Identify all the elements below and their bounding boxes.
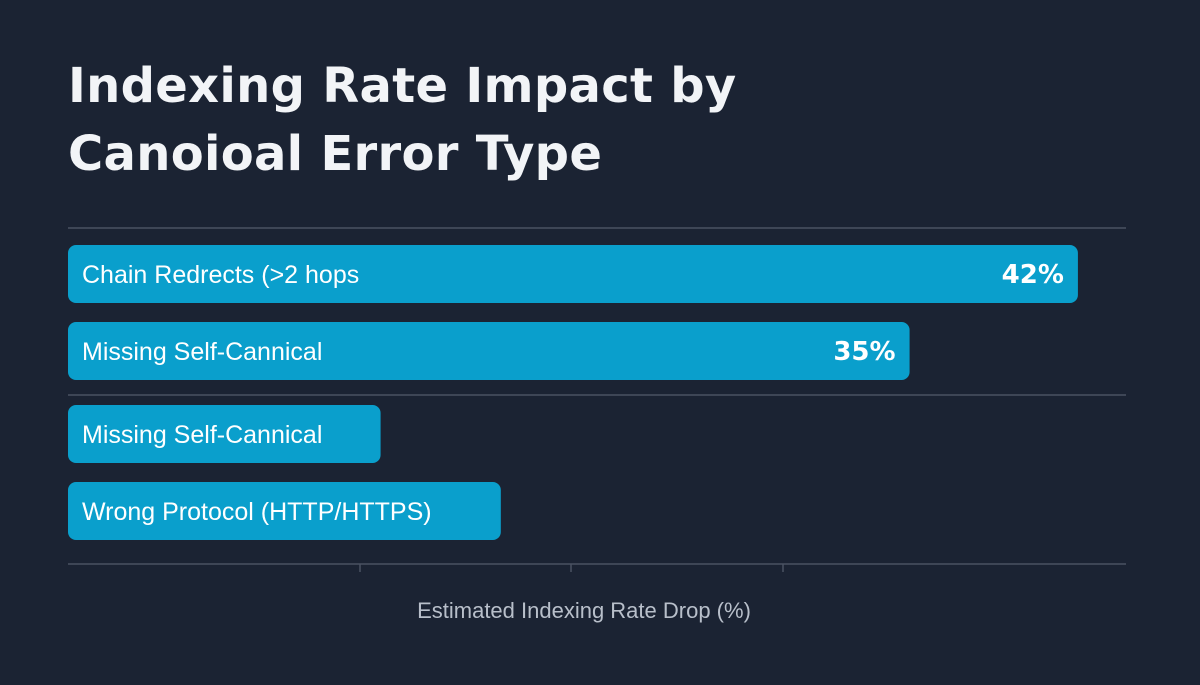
bar-label-1: Chain Redrects (>2 hops (82, 261, 359, 289)
chart-title-line-1: Indexing Rate Impact by (68, 58, 737, 114)
bar-3 (68, 405, 381, 463)
bar-label-2: Missing Self-Cannical (82, 338, 322, 366)
bar-2 (68, 322, 910, 380)
x-axis-label: Estimated Indexing Rate Drop (%) (417, 598, 751, 623)
bar-1 (68, 245, 1078, 303)
data-label-2: 35% (833, 337, 895, 367)
chart-title: Indexing Rate Impact by Canoioal Error T… (68, 52, 968, 188)
bar-label-4: Wrong Protocol (HTTP/HTTPS) (82, 498, 432, 526)
bar-4 (68, 482, 501, 540)
data-label-1: 42% (1002, 260, 1064, 290)
bar-label-3: Missing Self-Cannical (82, 421, 322, 449)
chart-title-line-2: Canoioal Error Type (68, 126, 603, 182)
